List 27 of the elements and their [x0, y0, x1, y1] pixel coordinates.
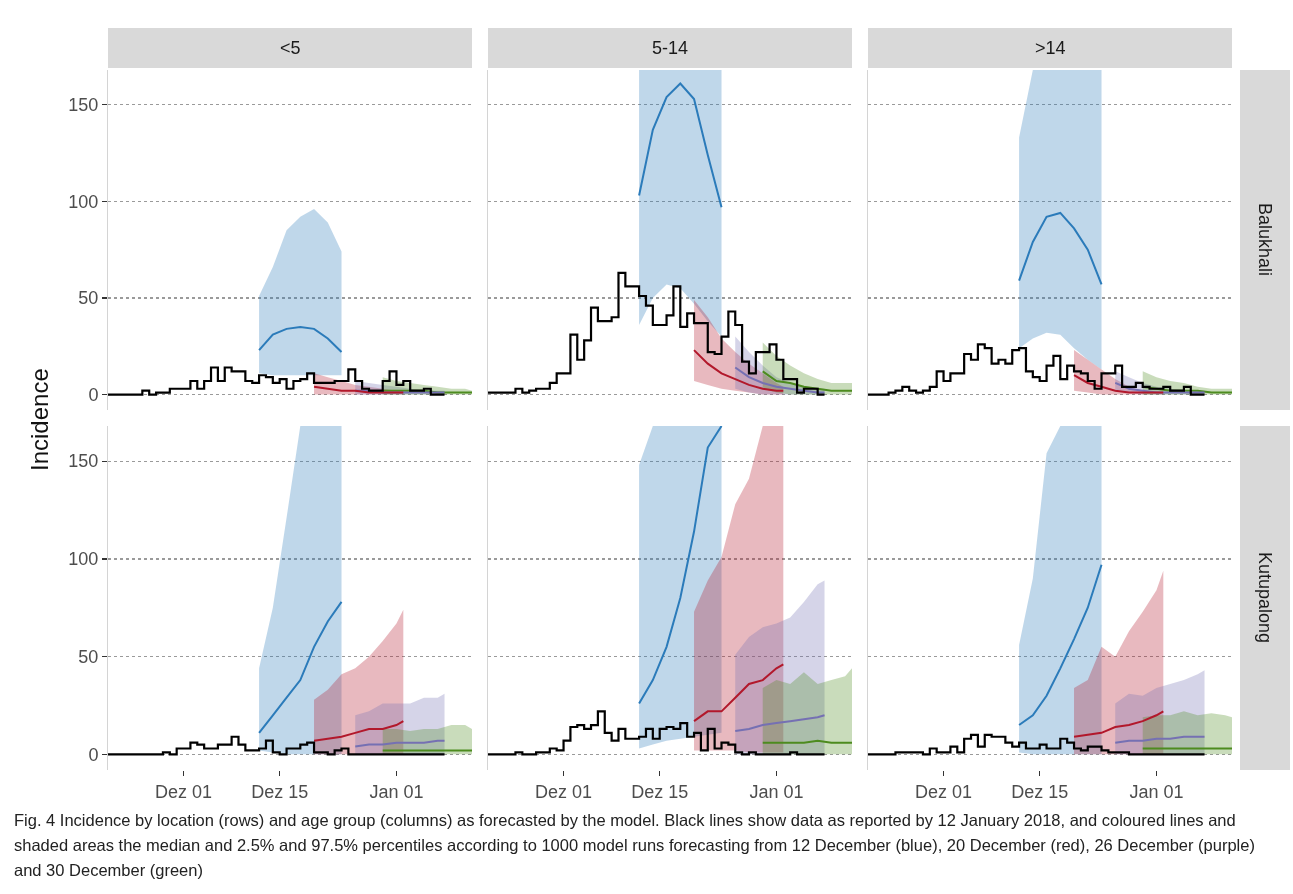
y-tick-label: 0 — [88, 744, 99, 765]
y-axis-title: Incidence — [26, 368, 53, 471]
chart-title: >14 — [1035, 38, 1066, 58]
x-tick-label: Dez 01 — [915, 781, 973, 802]
y-tick-label: 100 — [68, 191, 99, 212]
y-tick-label: 50 — [78, 288, 99, 309]
x-tick-label: Dez 15 — [251, 781, 309, 802]
chart-title: 5-14 — [652, 38, 689, 58]
x-tick-label: Jan 01 — [749, 781, 804, 802]
line-series — [313, 720, 405, 742]
chart-title: <5 — [280, 38, 301, 58]
x-tick-label: Jan 01 — [1129, 781, 1184, 802]
x-tick-label: Dez 15 — [1011, 781, 1069, 802]
y-tick-label: 150 — [68, 451, 99, 472]
text: Kutupalong — [1255, 552, 1275, 644]
caption: Fig. 4 Incidence by location (rows) and age group (columns) as forecasted by the model. Black lines show data as reported by 12 January 2018, and coloured lines and shaded areas the median and 2.5% and 97.5% percentiles according to 1000 model runs forecasting from 12 December (blue), 20 December (red), 26 December (purple) and 30 December (green) — [14, 810, 1256, 881]
y-tick-label: 100 — [68, 549, 99, 570]
y-tick-label: 150 — [68, 95, 99, 116]
x-tick-label: Dez 01 — [535, 781, 593, 802]
y-tick-label: 0 — [88, 384, 99, 405]
x-tick-label: Dez 15 — [631, 781, 689, 802]
y-tick-label: 50 — [78, 646, 99, 667]
x-tick-label: Dez 01 — [155, 781, 213, 802]
x-tick-label: Jan 01 — [369, 781, 424, 802]
line-series — [258, 600, 343, 734]
text: Balukhali — [1255, 203, 1275, 277]
line-series — [258, 325, 343, 354]
